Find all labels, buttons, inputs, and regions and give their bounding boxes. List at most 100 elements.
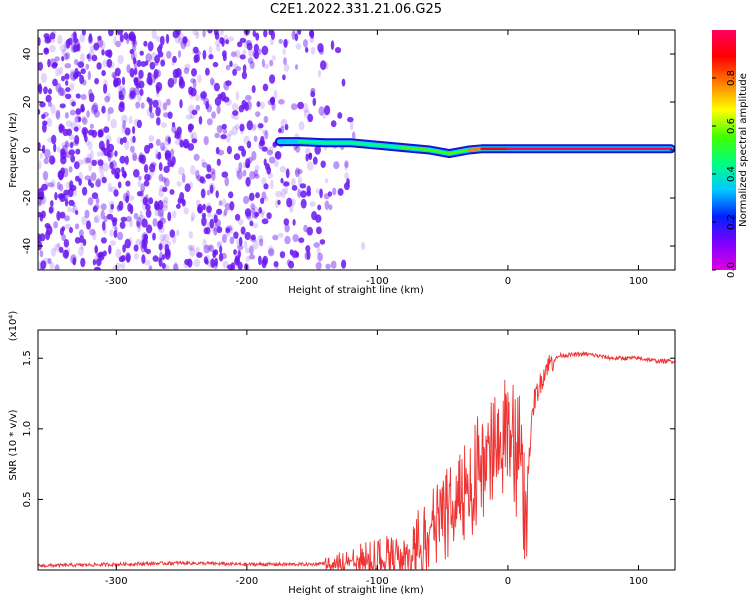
heatmap-noise-cell bbox=[38, 233, 42, 243]
heatmap-noise-cell bbox=[67, 206, 71, 213]
heatmap-noise-cell bbox=[190, 78, 196, 84]
heatmap-noise-cell bbox=[258, 48, 262, 55]
heatmap-noise-cell bbox=[132, 154, 139, 162]
heatmap-noise-cell bbox=[269, 74, 276, 84]
heatmap-noise-cell bbox=[123, 32, 129, 40]
heatmap-noise-cell bbox=[270, 179, 274, 190]
carrier-track-segment bbox=[428, 148, 451, 155]
heatmap-noise-cell bbox=[94, 179, 101, 188]
heatmap-noise-cell bbox=[70, 254, 77, 265]
heatmap-noise-cell bbox=[126, 34, 130, 45]
heatmap-noise-cell bbox=[332, 187, 337, 196]
heatmap-noise-cell bbox=[263, 183, 269, 190]
heatmap-noise-cell bbox=[124, 127, 131, 136]
heatmap-noise-cell bbox=[69, 227, 73, 234]
heatmap-noise-cell bbox=[148, 142, 154, 149]
colorbar-tick-label: 0.8 bbox=[726, 70, 737, 86]
heatmap-noise-cell bbox=[122, 136, 127, 143]
heatmap-noise-cell bbox=[254, 211, 260, 217]
heatmap-noise-cell bbox=[229, 236, 235, 245]
heatmap-noise-cell bbox=[189, 244, 196, 252]
y-tick-label: 0.5 bbox=[22, 491, 33, 507]
heatmap-noise-cell bbox=[77, 61, 85, 68]
heatmap-noise-cell bbox=[57, 146, 61, 153]
heatmap-noise-cell bbox=[109, 240, 117, 246]
heatmap-noise-cell bbox=[162, 186, 168, 192]
heatmap-noise-cell bbox=[193, 259, 201, 268]
heatmap-noise-cell bbox=[79, 235, 85, 244]
heatmap-noise-cell bbox=[324, 178, 329, 184]
heatmap-noise-cell bbox=[246, 140, 252, 149]
heatmap-noise-cell bbox=[172, 30, 180, 39]
heatmap-noise-cell bbox=[206, 118, 213, 126]
heatmap-noise-cell bbox=[133, 77, 139, 87]
heatmap-noise-cell bbox=[197, 74, 202, 83]
heatmap-noise-cell bbox=[48, 88, 52, 95]
heatmap-noise-cell bbox=[38, 83, 42, 92]
heatmap-noise-cell bbox=[118, 256, 125, 263]
heatmap-noise-cell bbox=[140, 243, 146, 253]
heatmap-noise-cell bbox=[282, 74, 286, 81]
heatmap-noise-cell bbox=[216, 44, 221, 52]
heatmap-noise-cell bbox=[147, 174, 152, 181]
heatmap-noise-cell bbox=[78, 246, 84, 257]
heatmap-noise-cell bbox=[130, 72, 135, 79]
heatmap-noise-cell bbox=[226, 145, 232, 155]
heatmap-noise-cell bbox=[86, 54, 90, 60]
heatmap-noise-cell bbox=[349, 120, 354, 131]
carrier-track-segment bbox=[467, 147, 484, 152]
heatmap-noise-cell bbox=[111, 221, 117, 230]
heatmap-noise-cell bbox=[219, 245, 223, 254]
heatmap-noise-cell bbox=[292, 234, 299, 243]
heatmap-noise-cell bbox=[238, 162, 243, 171]
heatmap-noise-cell bbox=[65, 151, 71, 159]
heatmap-noise-cell bbox=[237, 41, 243, 48]
heatmap-noise-cell bbox=[230, 262, 236, 270]
heatmap-noise-cell bbox=[291, 30, 296, 40]
heatmap-noise-cell bbox=[106, 213, 114, 220]
heatmap-noise-cell bbox=[273, 160, 279, 168]
heatmap-noise-cell bbox=[108, 60, 115, 69]
heatmap-noise-cell bbox=[74, 223, 80, 230]
heatmap-noise-cell bbox=[145, 60, 149, 66]
heatmap-noise-cell bbox=[70, 141, 74, 149]
heatmap-noise-cell bbox=[190, 212, 196, 221]
heatmap-noise-cell bbox=[341, 259, 347, 269]
heatmap-noise-cell bbox=[253, 51, 260, 60]
heatmap-noise-cell bbox=[128, 115, 133, 125]
heatmap-noise-cell bbox=[179, 99, 183, 109]
heatmap-noise-cell bbox=[87, 35, 94, 45]
heatmap-noise-cell bbox=[203, 97, 210, 106]
heatmap-noise-cell bbox=[286, 197, 293, 208]
heatmap-noise-cell bbox=[111, 160, 117, 169]
heatmap-noise-cell bbox=[119, 33, 124, 43]
heatmap-noise-cell bbox=[252, 123, 257, 131]
heatmap-noise-cell bbox=[225, 39, 230, 45]
heatmap-noise-cell bbox=[56, 210, 61, 221]
heatmap-noise-cell bbox=[65, 142, 71, 148]
heatmap-noise-cell bbox=[171, 122, 176, 128]
heatmap-x-ticks: -300 -200 -100 0 100 bbox=[105, 30, 648, 287]
heatmap-noise-cell bbox=[92, 205, 98, 213]
heatmap-noise-cell bbox=[38, 160, 42, 170]
heatmap-noise-cell bbox=[133, 67, 138, 76]
heatmap-noise-cell bbox=[310, 88, 316, 98]
heatmap-noise-cell bbox=[179, 75, 184, 83]
heatmap-noise-cell bbox=[97, 35, 102, 41]
heatmap-noise-cell bbox=[80, 257, 86, 268]
heatmap-noise-cell bbox=[44, 37, 49, 43]
heatmap-noise-cell bbox=[60, 155, 67, 165]
heatmap-noise-cell bbox=[152, 232, 156, 241]
heatmap-noise-cell bbox=[317, 204, 322, 211]
heatmap-noise-cell bbox=[149, 61, 156, 70]
heatmap-noise-cell bbox=[141, 218, 148, 228]
heatmap-noise-cell bbox=[72, 75, 76, 82]
heatmap-noise-cell bbox=[192, 30, 199, 36]
heatmap-noise-cell bbox=[81, 115, 86, 123]
heatmap-noise-cell bbox=[105, 135, 112, 144]
heatmap-noise-cell bbox=[248, 193, 252, 203]
heatmap-noise-cell bbox=[206, 189, 211, 196]
heatmap-noise-cell bbox=[282, 48, 286, 55]
heatmap-noise-cell bbox=[222, 54, 227, 62]
heatmap-noise-cell bbox=[104, 49, 111, 57]
